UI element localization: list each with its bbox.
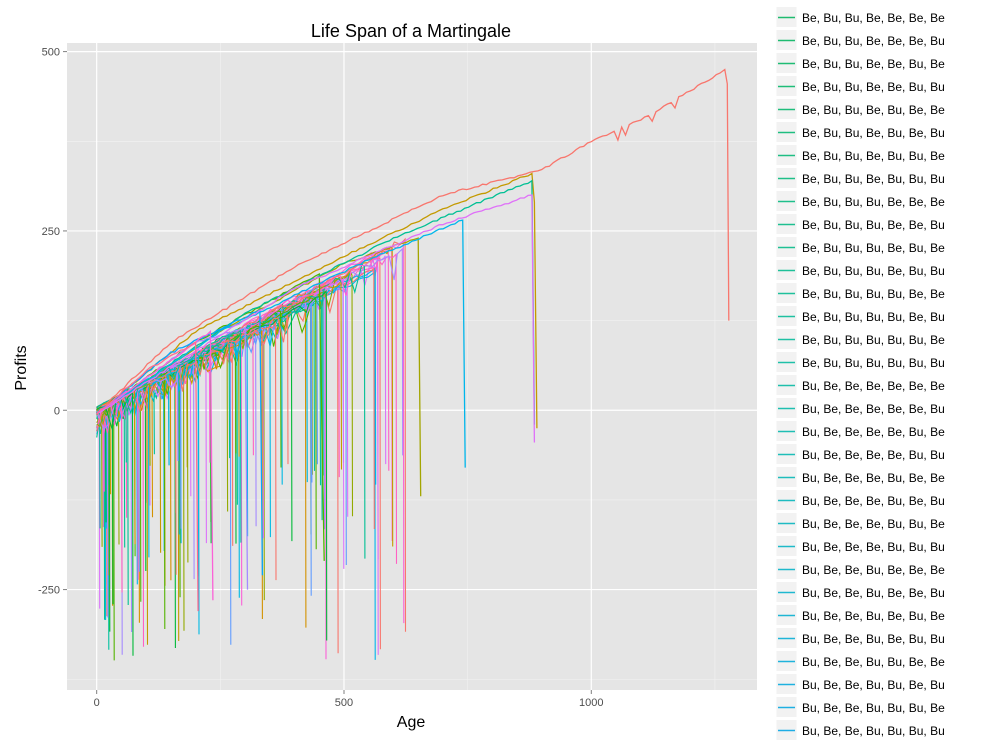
series-line: [96, 219, 466, 468]
series-line: [96, 356, 200, 635]
legend-label: Bu, Be, Be, Be, Bu, Bu, Bu: [802, 540, 945, 554]
chart-title: Life Span of a Martingale: [311, 21, 511, 41]
series-line: [96, 172, 538, 429]
legend-label: Be, Bu, Bu, Bu, Bu, Be, Be: [802, 287, 945, 301]
series-line: [96, 340, 199, 612]
legend-label: Be, Bu, Bu, Be, Be, Bu, Bu: [802, 80, 945, 94]
legend-label: Be, Bu, Bu, Be, Be, Bu, Be: [802, 57, 945, 71]
legend-label: Be, Bu, Bu, Be, Bu, Be, Be: [802, 103, 945, 117]
legend-label: Be, Bu, Bu, Be, Be, Be, Be: [802, 11, 945, 25]
legend-label: Be, Bu, Bu, Be, Be, Be, Bu: [802, 34, 945, 48]
legend-label: Bu, Be, Be, Bu, Bu, Be, Be: [802, 655, 945, 669]
legend-label: Bu, Be, Be, Bu, Be, Be, Bu: [802, 586, 945, 600]
series-line: [96, 68, 730, 415]
y-tick-label: 500: [42, 47, 60, 59]
legend-label: Bu, Be, Be, Be, Bu, Be, Be: [802, 471, 945, 485]
series-line: [96, 308, 264, 576]
y-tick-label: -250: [38, 585, 60, 597]
legend-label: Be, Bu, Bu, Be, Bu, Bu, Be: [802, 149, 945, 163]
series-line: [96, 194, 536, 443]
legend-label: Bu, Be, Be, Be, Be, Bu, Be: [802, 425, 945, 439]
legend-label: Bu, Be, Be, Be, Be, Bu, Bu: [802, 448, 945, 462]
legend-label: Be, Bu, Bu, Bu, Be, Be, Bu: [802, 218, 945, 232]
legend-label: Be, Bu, Bu, Bu, Bu, Be, Bu: [802, 310, 945, 324]
x-axis: 0 500 1000: [94, 690, 604, 709]
x-tick-label: 1000: [579, 697, 603, 709]
y-tick-label: 250: [42, 226, 60, 238]
plot-panel: [67, 43, 757, 690]
legend-label: Be, Bu, Bu, Bu, Be, Bu, Be: [802, 241, 945, 255]
legend-label: Bu, Be, Be, Be, Bu, Bu, Be: [802, 517, 945, 531]
legend-label: Be, Bu, Bu, Bu, Be, Be, Be: [802, 195, 945, 209]
legend-label: Be, Bu, Bu, Be, Bu, Be, Bu: [802, 126, 945, 140]
legend-label: Bu, Be, Be, Be, Be, Be, Be: [802, 379, 945, 393]
legend-label: Be, Bu, Bu, Bu, Be, Bu, Bu: [802, 264, 945, 278]
legend-label: Bu, Be, Be, Bu, Be, Bu, Bu: [802, 632, 945, 646]
y-axis: 500 250 0 -250: [38, 47, 67, 597]
y-axis-title: Profits: [13, 345, 30, 390]
y-tick-label: 0: [54, 405, 60, 417]
series-line: [96, 329, 214, 601]
legend-label: Be, Bu, Bu, Bu, Bu, Bu, Be: [802, 333, 945, 347]
legend-label: Bu, Be, Be, Bu, Bu, Be, Bu: [802, 678, 945, 692]
series-group: [96, 68, 730, 661]
x-tick-label: 500: [335, 697, 353, 709]
legend-label: Be, Bu, Bu, Bu, Bu, Bu, Bu: [802, 356, 945, 370]
x-axis-title: Age: [397, 714, 426, 731]
legend-label: Bu, Be, Be, Bu, Be, Be, Be: [802, 563, 945, 577]
x-tick-label: 0: [94, 697, 100, 709]
legend-label: Bu, Be, Be, Bu, Be, Bu, Be: [802, 609, 945, 623]
legend-label: Bu, Be, Be, Bu, Bu, Bu, Bu: [802, 724, 945, 738]
legend: Be, Bu, Bu, Be, Be, Be, Be Be, Bu, Bu, Be…: [775, 6, 945, 741]
legend-label: Bu, Be, Be, Be, Be, Be, Bu: [802, 402, 945, 416]
legend-label: Bu, Be, Be, Be, Bu, Be, Bu: [802, 494, 945, 508]
legend-label: Be, Bu, Bu, Be, Bu, Bu, Bu: [802, 172, 945, 186]
legend-label: Bu, Be, Be, Bu, Bu, Bu, Be: [802, 701, 945, 715]
